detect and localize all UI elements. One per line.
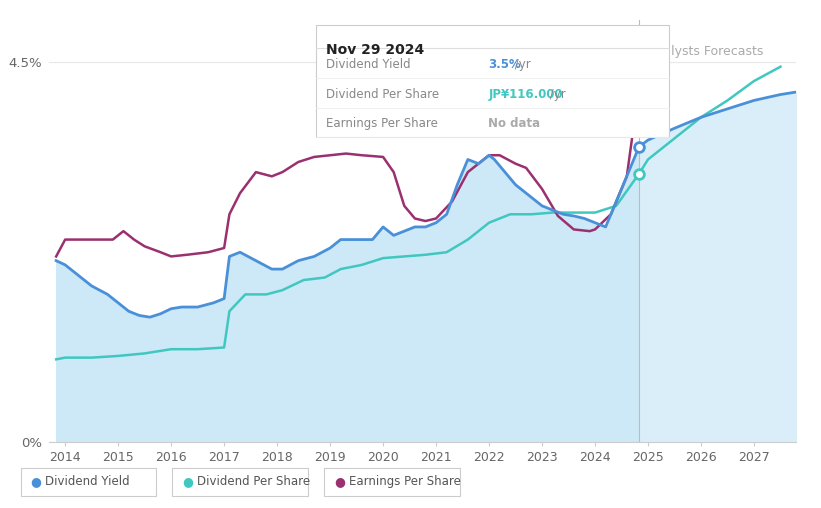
Text: Dividend Yield: Dividend Yield xyxy=(45,475,130,488)
Text: /yr: /yr xyxy=(546,88,566,101)
Text: ●: ● xyxy=(30,475,41,488)
Text: Dividend Per Share: Dividend Per Share xyxy=(197,475,310,488)
Text: Earnings Per Share: Earnings Per Share xyxy=(326,117,438,131)
Text: ●: ● xyxy=(334,475,345,488)
Text: 3.5%: 3.5% xyxy=(488,58,521,71)
Text: No data: No data xyxy=(488,117,540,131)
Text: ●: ● xyxy=(182,475,193,488)
Text: Dividend Per Share: Dividend Per Share xyxy=(326,88,439,101)
Text: Earnings Per Share: Earnings Per Share xyxy=(349,475,461,488)
Text: Dividend Yield: Dividend Yield xyxy=(326,58,410,71)
Text: Past: Past xyxy=(605,45,631,58)
Text: Nov 29 2024: Nov 29 2024 xyxy=(326,43,424,57)
Text: Analysts Forecasts: Analysts Forecasts xyxy=(647,45,764,58)
Text: /yr: /yr xyxy=(511,58,531,71)
Text: JP¥116.000: JP¥116.000 xyxy=(488,88,563,101)
